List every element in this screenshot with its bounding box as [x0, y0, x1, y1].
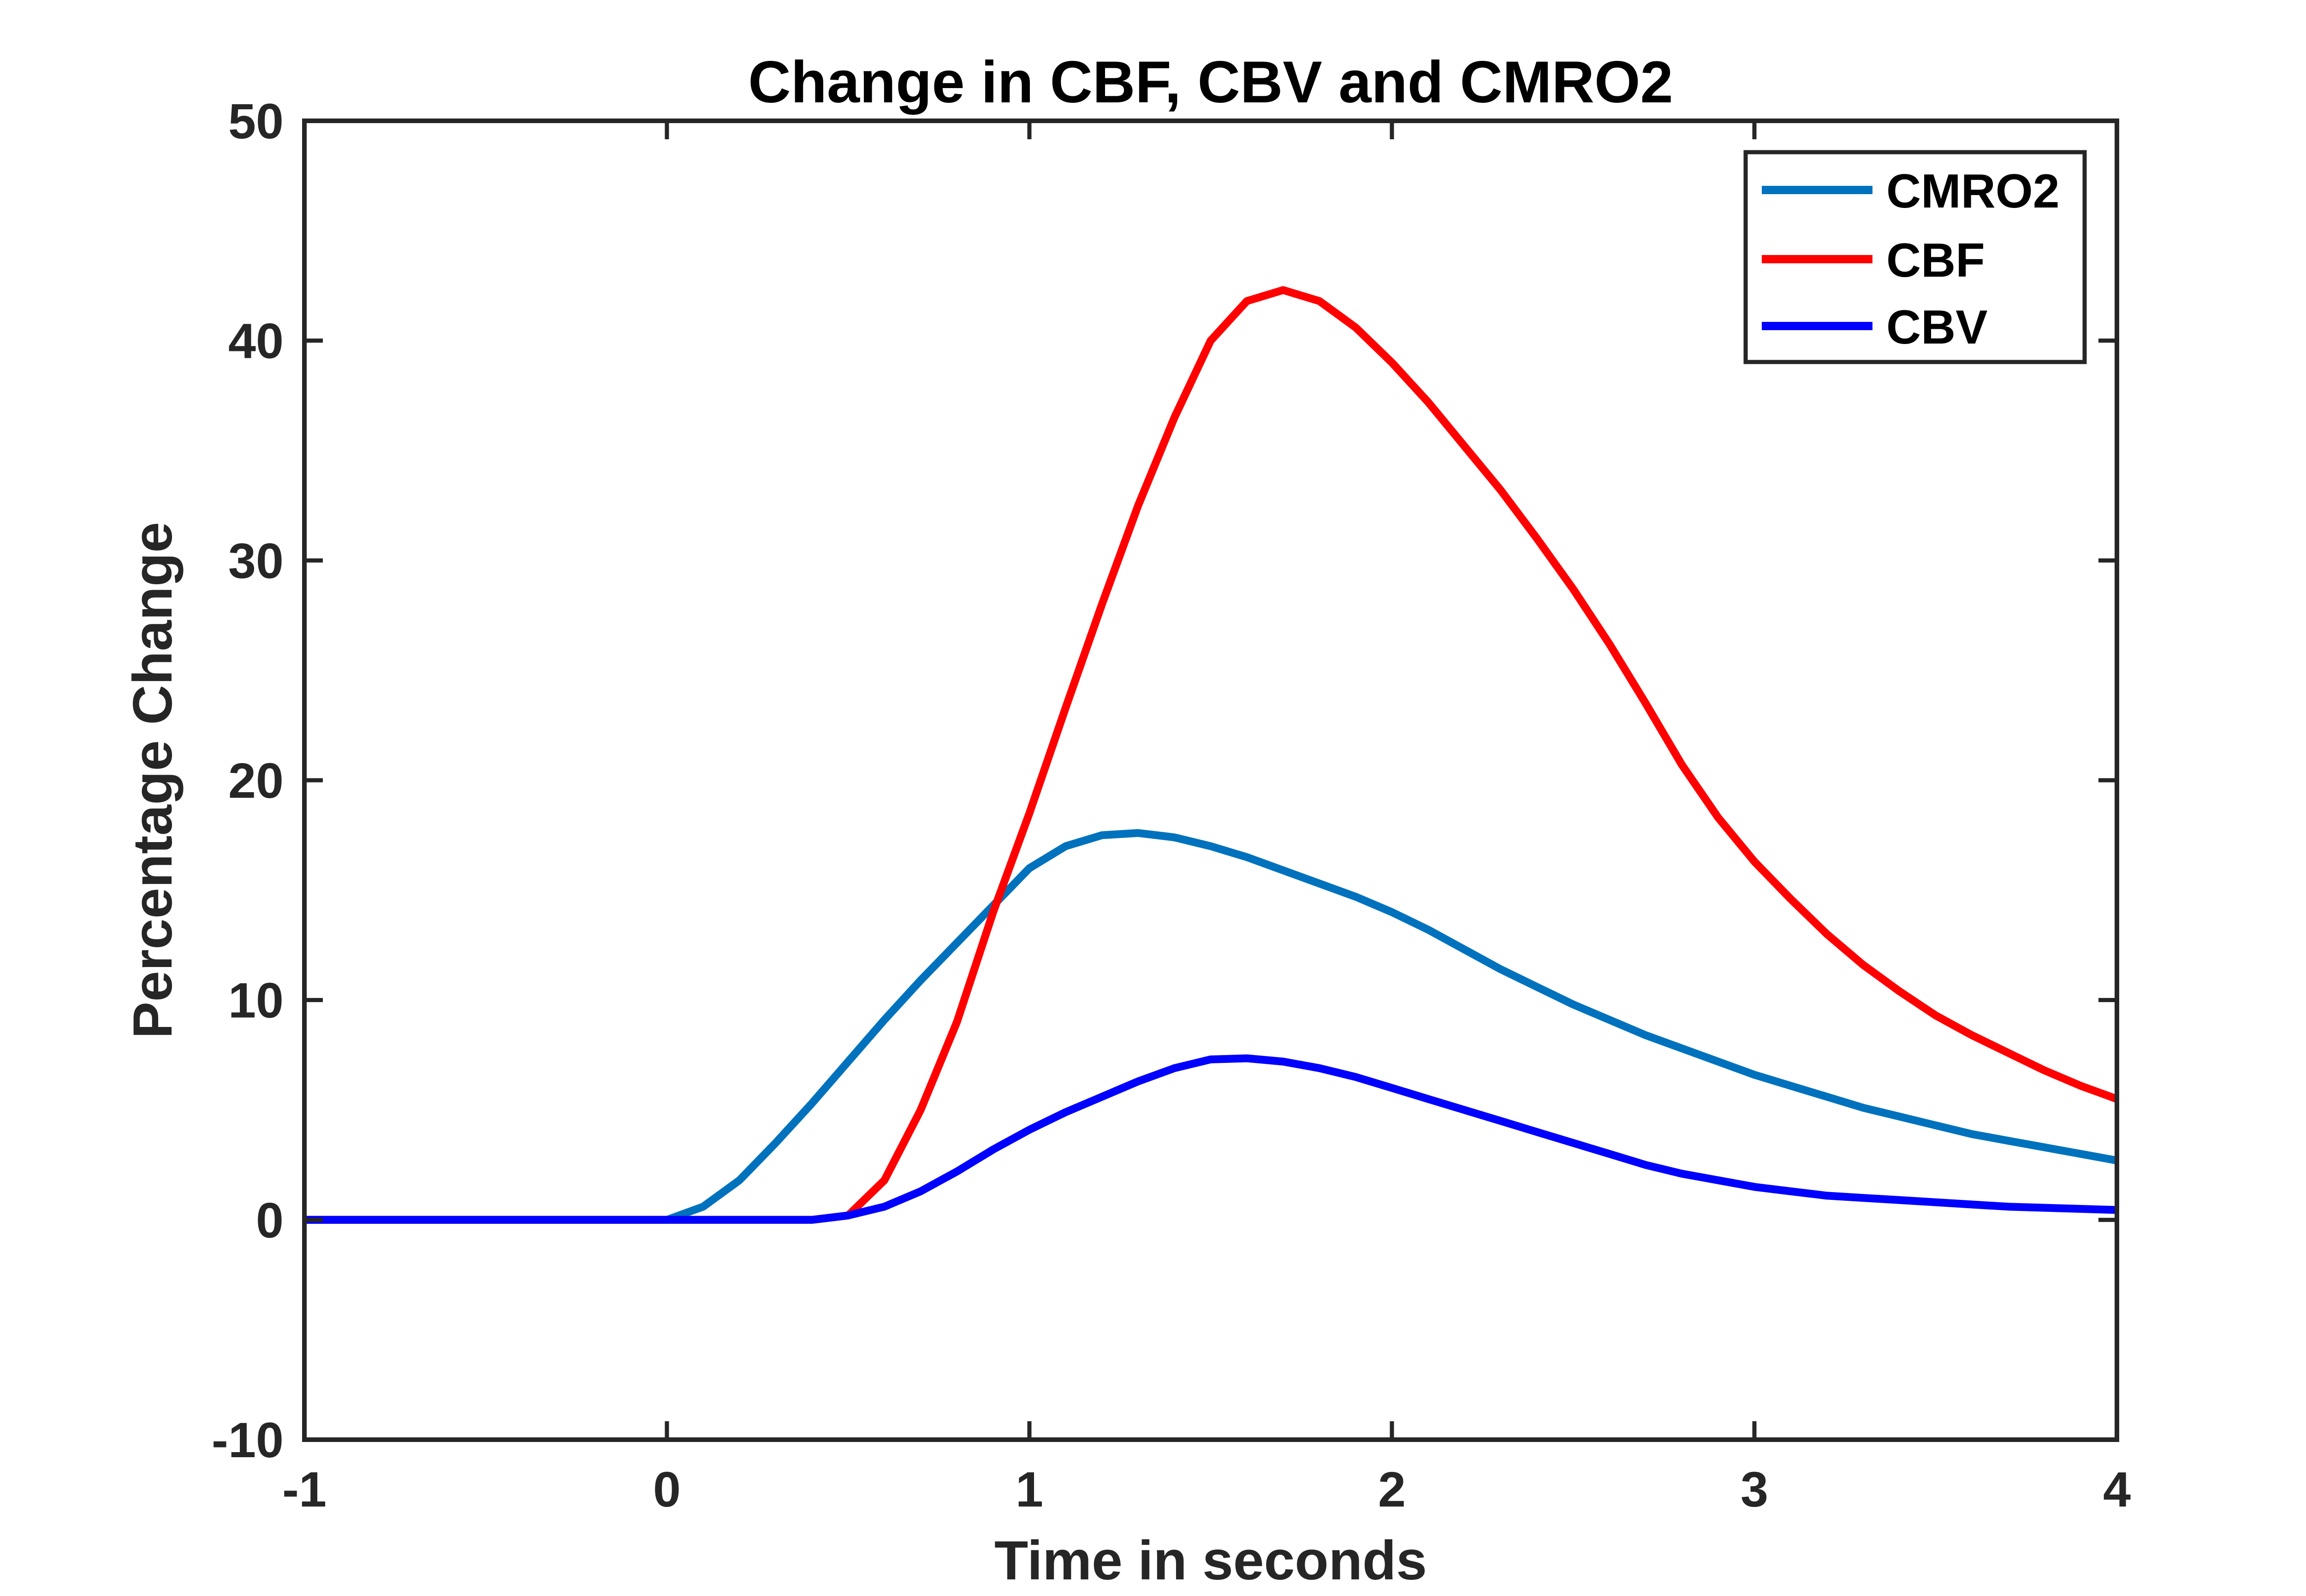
x-tick-label: -1 — [282, 1461, 327, 1517]
y-tick-label: 20 — [228, 753, 284, 808]
series-line-cbv — [304, 1054, 2117, 1224]
x-tick-label: 3 — [1741, 1461, 1768, 1517]
y-tick-label: 50 — [228, 93, 284, 149]
y-axis-label: Percentage Change — [122, 522, 184, 1038]
y-tick-label: 40 — [228, 313, 284, 369]
y-tick-label: 0 — [256, 1192, 284, 1248]
y-tick-label: 10 — [228, 973, 284, 1028]
x-tick-label: 0 — [653, 1461, 681, 1517]
x-tick-label: 1 — [1016, 1461, 1043, 1517]
x-tick-label: 4 — [2103, 1461, 2131, 1517]
series-layer — [304, 286, 2118, 1224]
legend-label-cbf: CBF — [1886, 234, 1985, 287]
legend: CMRO2 CBF CBV — [1743, 150, 2087, 364]
legend-label-cbv: CBV — [1886, 301, 1988, 354]
x-tick-label: 2 — [1378, 1461, 1406, 1517]
y-tick-label: -10 — [212, 1412, 284, 1468]
chart-title: Change in CBF, CBV and CMRO2 — [748, 49, 1673, 115]
x-axis-label: Time in seconds — [994, 1530, 1427, 1591]
y-tick-label: 30 — [228, 533, 284, 588]
legend-label-cmro2: CMRO2 — [1886, 165, 2060, 218]
